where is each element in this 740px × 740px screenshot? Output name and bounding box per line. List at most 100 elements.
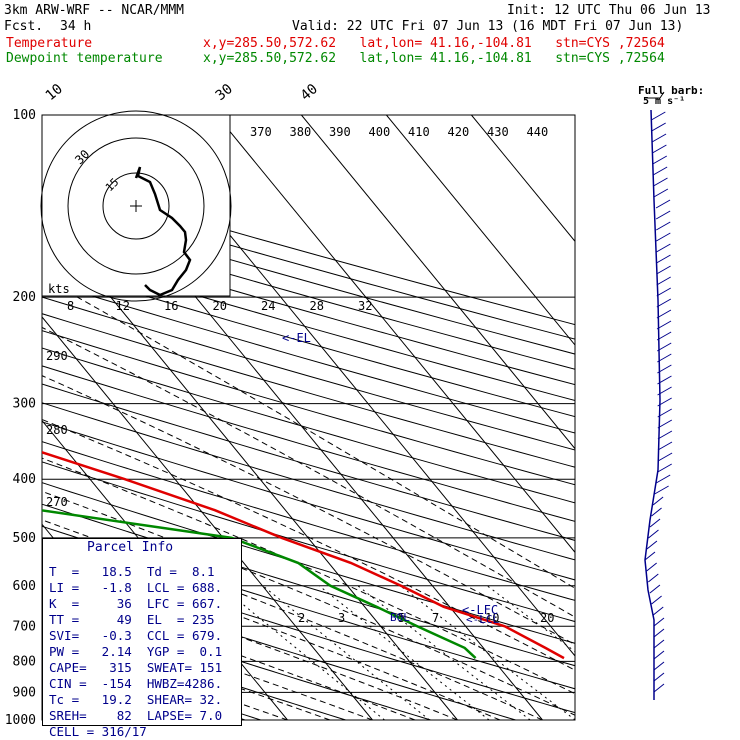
wind-barb: [655, 474, 671, 484]
wind-barb: [651, 133, 667, 143]
axis-labels: 1002003004005006007008009001000-80-70-60…: [5, 81, 555, 728]
hodograph-units-label: kts: [48, 282, 70, 296]
hodograph-speed-label: 24: [261, 299, 275, 313]
el-annotation: <-EL: [282, 331, 311, 345]
wind-barb: [655, 221, 671, 231]
hodograph-speed-label: 8: [67, 299, 74, 313]
forecast-hour: 34 h: [60, 19, 92, 34]
pressure-tick-label: 500: [13, 531, 36, 546]
wind-barb: [651, 122, 666, 132]
temperature-legend: Temperature: [6, 36, 93, 51]
barb-legend-unit: 5 m s⁻¹: [643, 96, 685, 107]
dry-adiabat-line: [42, 572, 516, 720]
theta-top-label: 420: [448, 125, 470, 139]
parcel-row: CELL = 316/17: [49, 724, 147, 739]
isotherm-line: [42, 316, 373, 720]
theta-top-label: 380: [290, 125, 312, 139]
wind-barb: [653, 628, 665, 638]
wind-barb: [652, 496, 664, 506]
theta-side-label: 280: [46, 423, 68, 437]
lfc-annotation: <-LFC: [462, 603, 498, 617]
mixing-ratio-line: [262, 585, 430, 720]
pressure-tick-label: 600: [13, 579, 36, 594]
hodograph-ring: [40, 110, 232, 302]
hodograph-speed-label: 20: [213, 299, 227, 313]
mixing-ratio-line: [219, 585, 385, 720]
hodograph-speed-label: 32: [358, 299, 372, 313]
moist-adiabat-line: [42, 519, 543, 720]
theta-top-label: 370: [250, 125, 272, 139]
moist-adiabat-line: [42, 602, 373, 720]
wind-barb: [647, 573, 659, 583]
dry-adiabat-line: [42, 233, 575, 386]
wind-barb: [656, 298, 672, 308]
parcel-row: TT = 49 EL = 235: [49, 612, 215, 627]
dry-adiabat-line: [42, 296, 575, 451]
dry-adiabat-line: [42, 218, 575, 370]
mixing-ratio-label: 2: [298, 611, 305, 625]
dry-adiabat-line: [42, 441, 575, 601]
wind-barb: [657, 463, 672, 473]
wind-barb: [646, 562, 657, 572]
wind-barb: [656, 309, 672, 319]
temperature-line: [42, 450, 565, 660]
wind-barb: [655, 199, 671, 209]
pressure-tick-label: 700: [13, 619, 36, 634]
hodograph-trace: [134, 166, 192, 297]
wind-barb: [651, 111, 666, 121]
theta-top-label: 440: [527, 125, 549, 139]
wind-barb: [646, 540, 658, 550]
plot-frame: [41, 114, 576, 721]
isotherm-line: [471, 115, 575, 243]
dry-adiabat-line: [42, 347, 575, 504]
wind-barb: [657, 441, 673, 451]
parcel-row: LI = -1.8 LCL = 688.: [49, 580, 223, 595]
bol-annotation: BOL: [390, 611, 410, 624]
wind-barb: [656, 243, 671, 253]
dry-adiabat-line: [42, 280, 575, 434]
dewpoint-legend: Dewpoint temperature: [6, 51, 163, 66]
parcel-row: CAPE= 315 SWEAT= 151: [49, 660, 223, 675]
pressure-tick-label: 900: [13, 685, 36, 700]
pressure-tick-label: 400: [13, 472, 36, 487]
wind-barb: [657, 408, 672, 418]
mixing-ratio-label: 7: [432, 611, 439, 625]
parcel-row: K = 36 LFC = 667.: [49, 596, 223, 611]
parcel-row: SVI= -0.3 CCL = 679.: [49, 628, 223, 643]
hodograph-speed-label: 28: [310, 299, 324, 313]
init-time: Init: 12 UTC Thu 06 Jun 13: [507, 3, 711, 18]
hodograph-speed-label: 16: [164, 299, 178, 313]
theta-top-label: 400: [369, 125, 391, 139]
wind-barb: [653, 683, 665, 693]
dry-adiabat-line: [42, 596, 431, 720]
wind-barb: [656, 232, 671, 242]
parcel-row: SREH= 82 LAPSE= 7.0: [49, 708, 223, 723]
wind-barb: [657, 419, 673, 429]
wind-barb: [652, 144, 667, 154]
temperature-tick-label: 30: [213, 81, 236, 104]
pressure-tick-label: 800: [13, 654, 36, 669]
hodograph-ring: [67, 137, 205, 275]
wind-barb: [657, 375, 672, 385]
moist-adiabat-line: [42, 457, 575, 695]
dry-adiabat-line: [42, 461, 575, 623]
wind-barb: [651, 507, 662, 517]
isotherm-line: [301, 115, 575, 450]
wind-barb: [653, 617, 665, 627]
dry-adiabat-line: [42, 248, 575, 402]
isotherm-line: [386, 115, 575, 346]
mixing-ratio-label: 20: [540, 611, 554, 625]
wind-barb: [653, 650, 665, 660]
wind-barb: [657, 452, 673, 462]
temperature-tick-label: 10: [43, 81, 66, 104]
dry-adiabat-line: [42, 421, 575, 581]
theta-top-label: 430: [487, 125, 509, 139]
wind-barb: [653, 661, 665, 671]
wind-barb: [657, 353, 672, 363]
pressure-tick-label: 200: [13, 290, 36, 305]
wind-barb: [649, 518, 661, 528]
wind-barb: [657, 397, 672, 407]
wind-barb: [651, 595, 662, 605]
